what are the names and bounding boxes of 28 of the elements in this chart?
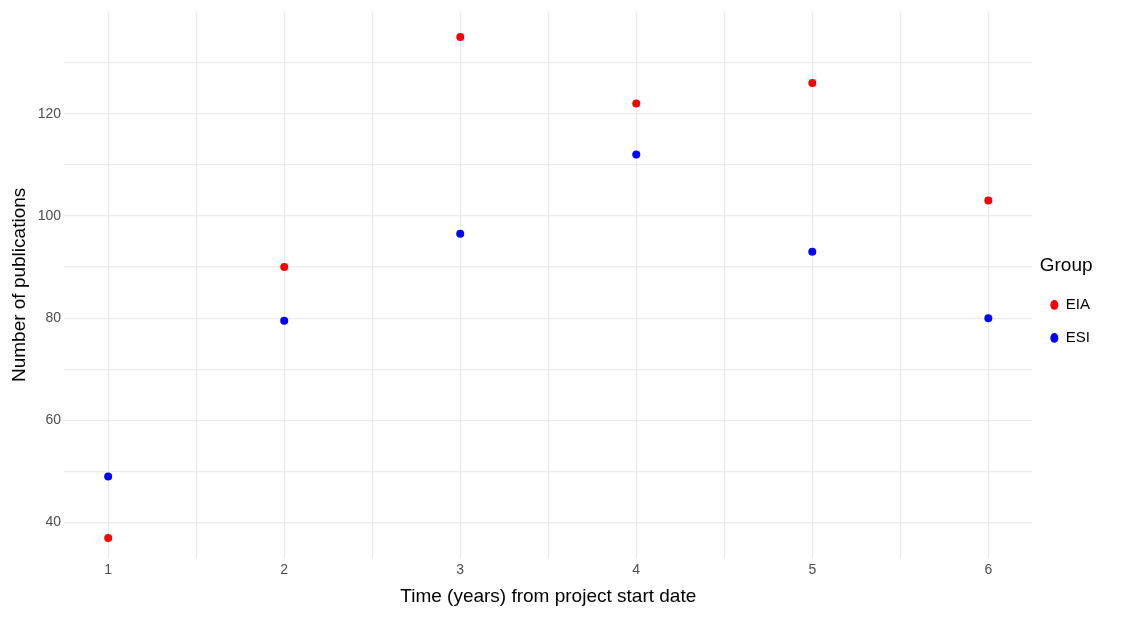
legend-label: EIA [1065, 295, 1091, 313]
y-tick-label: 120 [37, 104, 62, 121]
point [104, 472, 113, 481]
y-tick-label: 100 [37, 206, 62, 223]
point [104, 533, 113, 542]
x-tick-label: 2 [280, 560, 289, 577]
legend-label: ESI [1065, 328, 1091, 346]
x-tick-label: 4 [632, 560, 641, 577]
point [984, 314, 993, 323]
y-tick-label: 60 [45, 411, 62, 428]
x-tick-label: 6 [984, 560, 993, 577]
point [456, 32, 465, 41]
point [808, 78, 817, 87]
point [280, 263, 289, 272]
x-tick-label: 3 [456, 560, 465, 577]
point [280, 316, 289, 325]
point [632, 150, 641, 159]
legend-title: Group [1039, 254, 1093, 276]
y-axis-title: Number of publications [7, 187, 29, 383]
y-tick-label: 40 [45, 513, 62, 530]
y-tick-label: 80 [45, 308, 62, 325]
x-axis-title: Time (years) from project start date [400, 584, 697, 606]
x-tick-label: 1 [104, 560, 113, 577]
point [456, 229, 465, 238]
point [632, 99, 641, 108]
point [808, 247, 817, 256]
x-tick-label: 5 [808, 560, 817, 577]
point [984, 196, 993, 205]
